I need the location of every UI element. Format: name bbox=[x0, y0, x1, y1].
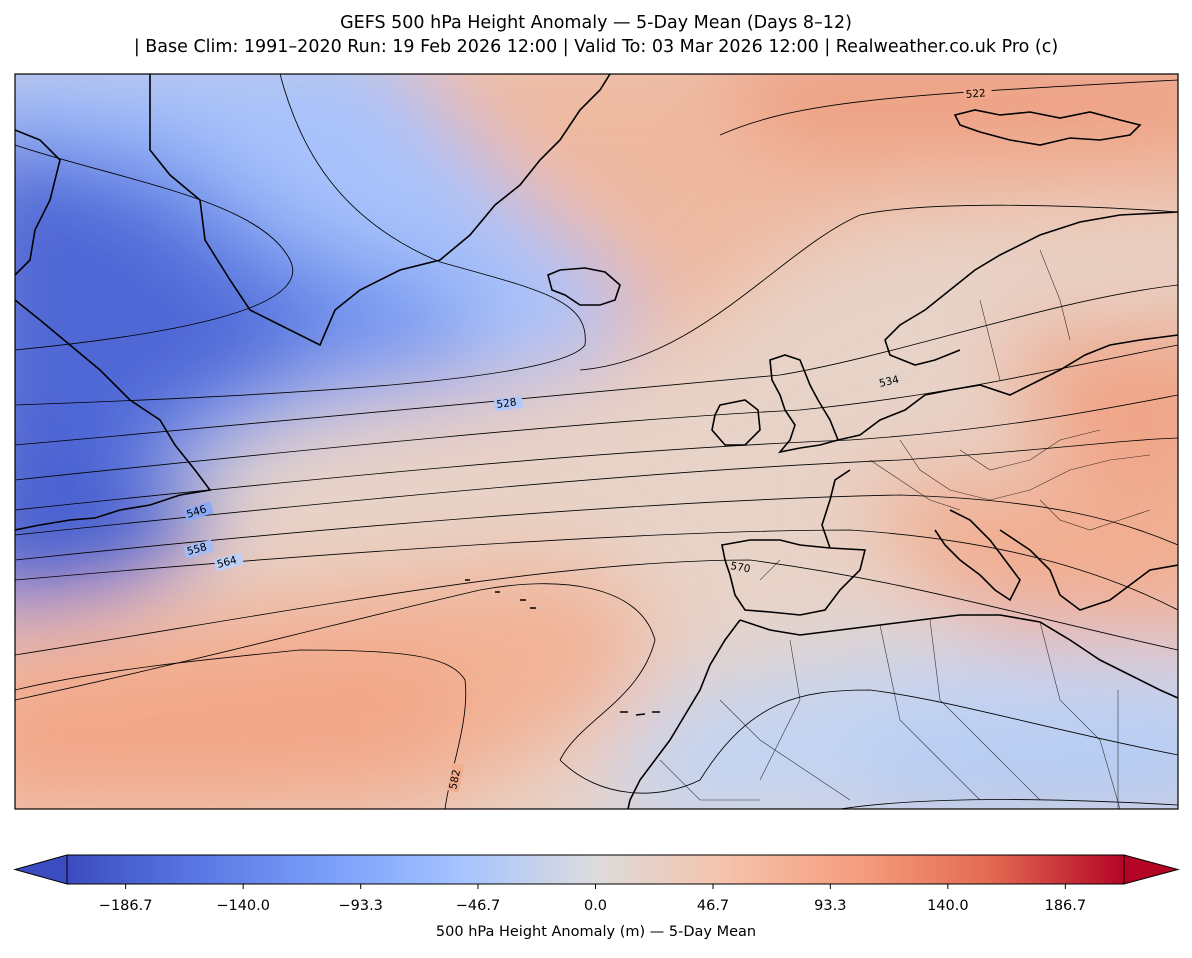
contour-label-570: 570 bbox=[729, 560, 751, 575]
contour-552 bbox=[15, 437, 1178, 536]
map-frame bbox=[14, 73, 1179, 810]
contour-570 bbox=[15, 559, 1178, 656]
contour-528-north bbox=[15, 74, 586, 406]
great-britain-coast bbox=[769, 354, 840, 454]
colorbar-tick-label: 93.3 bbox=[814, 898, 847, 914]
labrador-coast bbox=[15, 299, 212, 531]
contour-540 bbox=[15, 344, 1178, 481]
europe-coast bbox=[837, 334, 1178, 441]
contour-label-546: 546 bbox=[185, 503, 208, 521]
contour-546 bbox=[15, 394, 1178, 511]
colorbar-tick-label: −186.7 bbox=[98, 898, 153, 914]
colorbar-tick-label: −140.0 bbox=[216, 898, 270, 914]
contour-label-534: 534 bbox=[878, 374, 901, 390]
borders bbox=[659, 249, 1151, 809]
colorbar-tick-label: −93.3 bbox=[338, 898, 383, 914]
svalbard-coast bbox=[953, 109, 1142, 146]
title-line-1: GEFS 500 hPa Height Anomaly — 5-Day Mean… bbox=[340, 13, 852, 33]
contour-labels: 522 528 534 546 558 564 570 582 bbox=[183, 86, 993, 793]
west-africa-coast bbox=[627, 619, 741, 809]
contour-label-528: 528 bbox=[496, 396, 518, 411]
contour-564 bbox=[15, 529, 1178, 611]
contour-label-582: 582 bbox=[447, 769, 463, 791]
iceland-coast bbox=[547, 267, 621, 306]
contour-522 bbox=[719, 79, 1178, 136]
contour-south-east bbox=[839, 799, 1178, 809]
anomaly-field bbox=[15, 74, 1178, 809]
title-line-2: | Base Clim: 1991–2020 Run: 19 Feb 2026 … bbox=[133, 37, 1059, 57]
colorbar-tick-label: 0.0 bbox=[583, 898, 608, 914]
contour-label-522: 522 bbox=[965, 87, 986, 101]
height-contours bbox=[15, 74, 1178, 809]
contour-534 bbox=[15, 284, 1178, 446]
norway-coast bbox=[884, 211, 1178, 366]
contour-label-558: 558 bbox=[186, 541, 208, 558]
baffin-coast bbox=[15, 129, 61, 276]
colorbar-tick-label: 186.7 bbox=[1044, 898, 1087, 914]
colorbar-extend-max bbox=[1123, 854, 1180, 885]
italy-coast bbox=[934, 509, 1021, 602]
colorbar-tick-marks bbox=[125, 884, 1066, 889]
north-africa-coast bbox=[739, 614, 1178, 699]
contour-582 bbox=[15, 649, 467, 809]
contour-528-east bbox=[579, 204, 1178, 371]
canary-islands bbox=[620, 711, 660, 716]
greenland-coast bbox=[149, 74, 611, 347]
contour-label-564: 564 bbox=[216, 554, 239, 571]
map-title: GEFS 500 hPa Height Anomaly — 5-Day Mean… bbox=[0, 11, 1192, 59]
iberia-coast bbox=[721, 539, 867, 616]
azores-islands bbox=[465, 579, 536, 609]
contour-558 bbox=[15, 494, 1178, 561]
colorbar-tick-label: 140.0 bbox=[927, 898, 969, 914]
contour-576-b bbox=[559, 689, 1178, 794]
colorbar-extend-min bbox=[13, 854, 68, 885]
contour-534-inner bbox=[15, 144, 294, 351]
contour-576-a bbox=[15, 583, 656, 761]
colorbar bbox=[13, 854, 1180, 889]
balkans-coast bbox=[999, 529, 1178, 611]
colorbar-tick-label: −46.7 bbox=[455, 898, 501, 914]
colorbar-label: 500 hPa Height Anomaly (m) — 5-Day Mean bbox=[435, 924, 757, 940]
colorbar-tick-label: 46.7 bbox=[696, 898, 730, 914]
colorbar-gradient bbox=[67, 855, 1124, 884]
france-coast bbox=[821, 469, 851, 549]
